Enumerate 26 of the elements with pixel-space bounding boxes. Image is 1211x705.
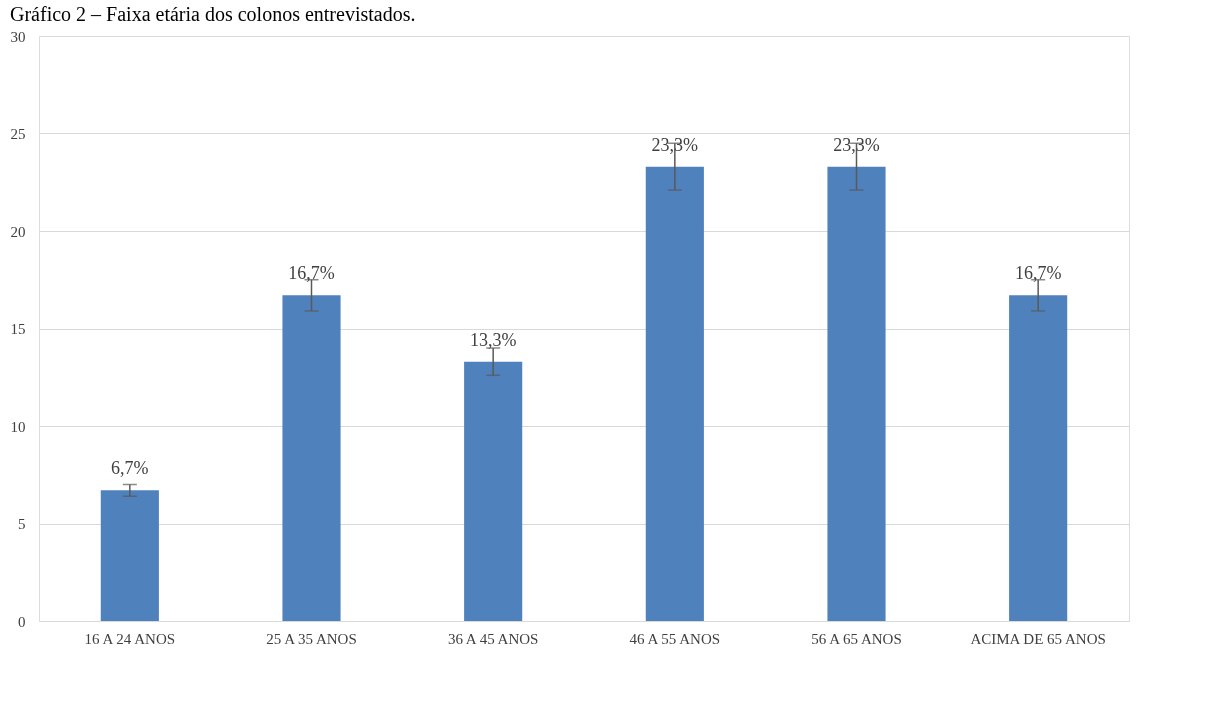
y-tick-label: 20 xyxy=(10,223,26,240)
data-label: 13,3% xyxy=(469,329,517,350)
bar xyxy=(645,166,704,621)
y-tick-label: 25 xyxy=(10,126,26,142)
x-tick-label: 16 A 24 ANOS xyxy=(84,630,176,647)
y-tick-label: 5 xyxy=(18,516,26,532)
bar xyxy=(100,490,159,621)
chart-title: Gráfico 2 – Faixa etária dos colonos entrevistados. xyxy=(10,3,416,25)
x-tick-label: 46 A 55 ANOS xyxy=(629,630,721,647)
data-label: 23,3% xyxy=(651,134,699,155)
x-tick-label: 25 A 35 ANOS xyxy=(266,630,357,647)
data-label: 16,7% xyxy=(288,263,335,284)
bar xyxy=(827,166,886,621)
bar xyxy=(464,361,523,621)
data-label: 16,7% xyxy=(1014,263,1062,284)
y-tick-label: 0 xyxy=(18,613,26,630)
x-tick-label: 36 A 45 ANOS xyxy=(447,630,539,647)
x-tick-label: ACIMA DE 65 ANOS xyxy=(970,630,1106,647)
data-label: 23,3% xyxy=(833,134,880,155)
bar xyxy=(282,295,341,621)
y-tick-label: 10 xyxy=(10,418,26,435)
data-label: 6,7% xyxy=(111,458,149,479)
x-tick-label: 56 A 65 ANOS xyxy=(811,630,902,647)
y-tick-label: 30 xyxy=(10,28,26,45)
y-tick-label: 15 xyxy=(10,321,26,337)
bar xyxy=(1009,295,1068,621)
